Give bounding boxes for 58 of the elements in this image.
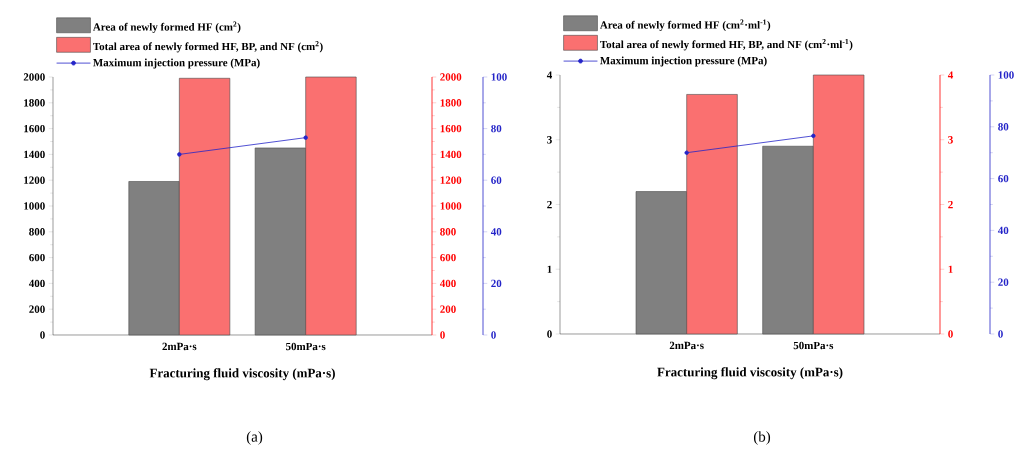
y3-tick-label: 80 xyxy=(491,124,502,133)
y3-tick-label: 80 xyxy=(998,123,1009,131)
y3-tick-label: 40 xyxy=(997,226,1009,235)
y-tick-label: 2000 xyxy=(23,73,45,81)
y-tick-label: 1000 xyxy=(24,202,45,210)
y2-tick-label: 2 xyxy=(948,200,953,209)
x-tick-label: 50mPa·s xyxy=(286,342,326,351)
y-tick-label: 1600 xyxy=(24,124,45,133)
y3-tick-label: 60 xyxy=(998,174,1009,183)
y2-tick-label: 1800 xyxy=(440,99,462,107)
y-tick-label: 400 xyxy=(28,279,45,288)
text: (a) xyxy=(246,431,263,445)
y-tick-label: 1800 xyxy=(24,99,45,107)
x-tick-label: 2mPa·s xyxy=(162,342,197,351)
x-tick-label: 50mPa·s xyxy=(793,341,834,350)
y2-tick-label: 4 xyxy=(947,71,954,79)
y-tick-label: 1200 xyxy=(24,176,45,184)
y2-tick-label: 1600 xyxy=(440,124,462,133)
y-tick-label: 200 xyxy=(29,305,45,313)
x-axis-title: Fracturing fluid viscosity (mPa·s) xyxy=(657,367,843,380)
y-tick-label: 800 xyxy=(29,228,45,236)
legend-label: Total area of newly formed HF, BP, and NF (cm$^{2}$·ml$^{-1}$) xyxy=(600,39,853,51)
y3-tick-label: 0 xyxy=(491,331,496,339)
y-tick-label: 2 xyxy=(547,200,552,209)
y3-tick-label: 0 xyxy=(998,330,1003,338)
y2-tick-label: 3 xyxy=(948,136,953,144)
y2-tick-label: 1200 xyxy=(440,176,462,184)
y3-tick-label: 100 xyxy=(998,71,1014,79)
x-axis-title: Fracturing fluid viscosity (mPa·s) xyxy=(149,368,335,381)
y2-tick-label: 200 xyxy=(440,305,456,313)
x-tick-label: 2mPa·s xyxy=(669,341,704,350)
y3-tick-label: 20 xyxy=(491,279,502,288)
y2-tick-label: 1000 xyxy=(440,202,462,210)
y-tick-label: 600 xyxy=(29,253,45,262)
legend-label: Maximum injection pressure (MPa) xyxy=(600,56,767,67)
y2-tick-label: 800 xyxy=(440,228,456,236)
y-tick-label: 1 xyxy=(547,265,552,273)
y2-tick-label: 1 xyxy=(948,265,953,273)
y-tick-label: 3 xyxy=(547,136,552,144)
y2-tick-label: 0 xyxy=(948,330,953,338)
y-tick-label: 4 xyxy=(546,71,553,79)
y-tick-label: 1400 xyxy=(24,150,45,159)
y2-tick-label: 0 xyxy=(440,331,445,339)
y-tick-label: 0 xyxy=(40,331,45,339)
legend-label: Area of newly formed HF (cm$^{2}$) xyxy=(92,21,241,33)
y2-tick-label: 1400 xyxy=(440,150,462,159)
y-tick-label: 0 xyxy=(547,330,552,338)
legend-label: Total area of newly formed HF, BP, and NF (cm$^{2}$) xyxy=(93,41,323,53)
y3-tick-label: 20 xyxy=(998,278,1009,286)
y3-tick-label: 60 xyxy=(491,176,502,184)
y2-tick-label: 600 xyxy=(440,253,456,262)
legend-label: Area of newly formed HF (cm$^{2}$·ml$^{-1}$) xyxy=(599,19,771,31)
legend-label: Maximum injection pressure (MPa) xyxy=(93,58,260,69)
text: (b) xyxy=(753,431,771,445)
y2-tick-label: 2000 xyxy=(440,73,462,81)
y2-tick-label: 400 xyxy=(439,279,456,288)
y3-tick-label: 100 xyxy=(491,73,507,81)
y3-tick-label: 40 xyxy=(490,228,502,236)
